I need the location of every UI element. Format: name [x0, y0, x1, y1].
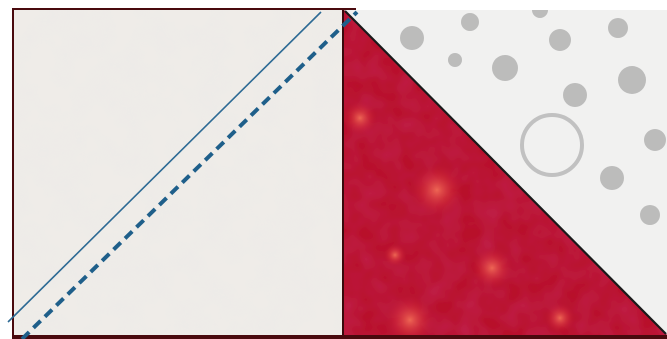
left-panel-white-fabric	[14, 10, 343, 335]
right-panel-diagonal-seam	[344, 10, 667, 335]
sewing-line-dashed	[20, 10, 359, 339]
cutting-line	[7, 11, 322, 323]
panel-divider	[342, 10, 344, 335]
frame-bottom-edge	[12, 334, 667, 339]
frame-left-edge	[12, 8, 15, 339]
